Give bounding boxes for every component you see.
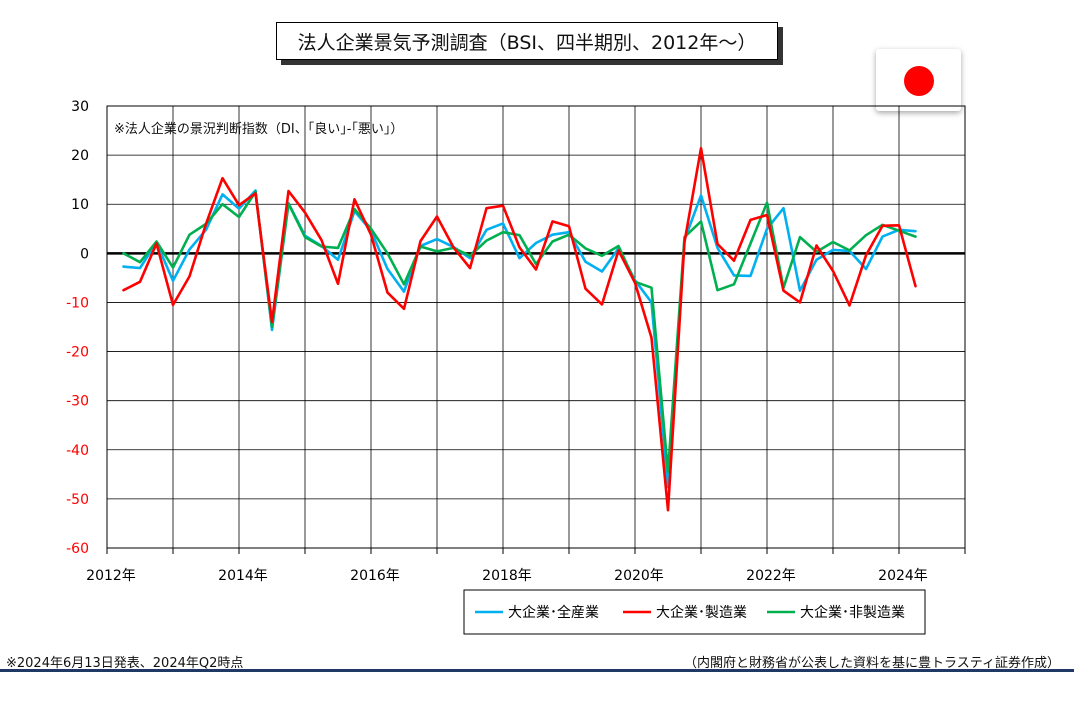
legend-box xyxy=(463,589,926,635)
chart-legend: 大企業･全産業 大企業･製造業 大企業･非製造業 xyxy=(463,589,926,635)
legend-label: 大企業･全産業 xyxy=(508,604,599,621)
legend-label: 大企業･製造業 xyxy=(656,604,747,621)
chart-grid xyxy=(106,105,966,549)
bottom-rule xyxy=(0,669,1074,672)
japan-flag-icon xyxy=(876,49,961,111)
y-tick-label: -20 xyxy=(66,345,89,361)
y-tick-label: -10 xyxy=(66,295,89,311)
y-tick-label: -50 xyxy=(66,492,89,508)
flag-sun xyxy=(904,66,934,96)
y-tick-label: 30 xyxy=(71,99,89,115)
y-tick-label: 20 xyxy=(71,148,89,164)
x-tick-label: 2016年 xyxy=(350,568,400,584)
x-tick-label: 2014年 xyxy=(218,568,268,584)
x-tick-label: 2024年 xyxy=(878,568,928,584)
chart-title: 法人企業景気予測調査（BSI、四半期別、2012年～） xyxy=(276,22,778,60)
chart-annotation: ※法人企業の景況判断指数（DI、｢良い｣-｢悪い｣） xyxy=(114,121,403,137)
x-tick-label: 2020年 xyxy=(614,568,664,584)
series-line-1 xyxy=(122,146,917,512)
x-tick-label: 2018年 xyxy=(482,568,532,584)
y-tick-label: -60 xyxy=(66,541,89,557)
bsi-line-chart: 30 20 10 0 -10 -20 -30 -40 -50 -60 2012年 2014年 2016年… xyxy=(66,99,966,635)
plot-border xyxy=(106,105,966,549)
x-tick-label: 2012年 xyxy=(86,568,136,584)
footnote-release: ※2024年6月13日発表、2024年Q2時点 xyxy=(6,656,244,671)
y-tick-label: 10 xyxy=(71,197,89,213)
chart-axes: 30 20 10 0 -10 -20 -30 -40 -50 -60 2012年 2014年 2016年… xyxy=(66,99,966,584)
x-tick-label: 2022年 xyxy=(746,568,796,584)
series-line-2 xyxy=(122,190,917,474)
legend-label: 大企業･非製造業 xyxy=(800,604,905,621)
chart-series xyxy=(122,146,917,512)
series-line-0 xyxy=(122,189,917,489)
footnote-source: （内閣府と財務省が公表した資料を基に豊トラスティ証券作成） xyxy=(684,656,1060,671)
y-tick-label: -30 xyxy=(66,394,89,410)
y-tick-label: -40 xyxy=(66,443,89,459)
y-tick-label: 0 xyxy=(80,246,89,262)
